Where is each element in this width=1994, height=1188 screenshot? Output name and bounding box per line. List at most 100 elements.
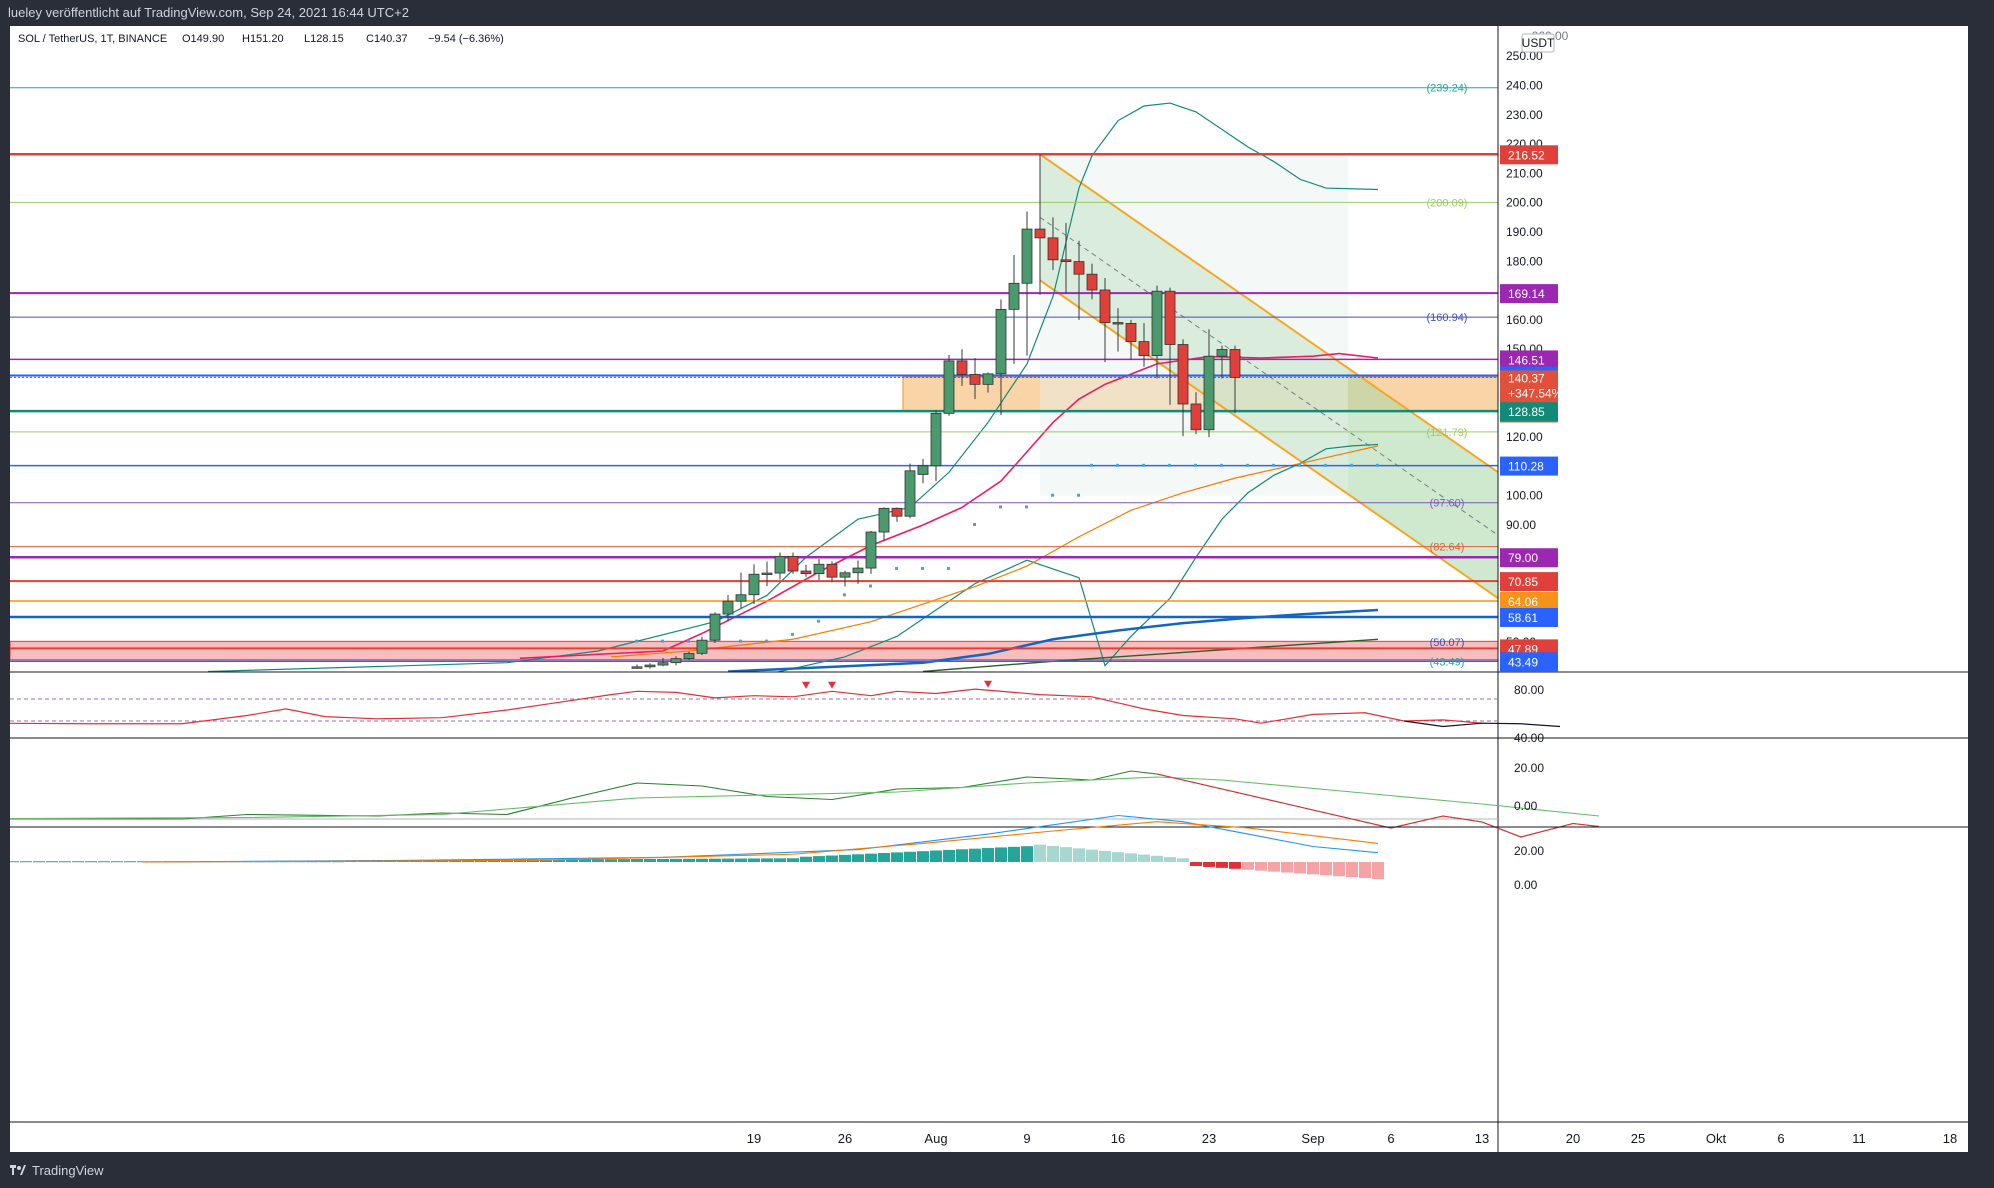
time-tick: 20 <box>1566 1131 1580 1146</box>
macd-bar <box>33 861 45 863</box>
macd-bar <box>540 859 552 862</box>
time-tick: 19 <box>747 1131 761 1146</box>
macd-bar <box>98 861 110 863</box>
legend-close: C140.37 <box>366 33 408 45</box>
macd-bar <box>1034 844 1046 862</box>
candle-body <box>891 507 903 517</box>
price-badge-value: 70.85 <box>1508 575 1538 589</box>
macd-bar <box>566 859 578 862</box>
legend-high: H151.20 <box>242 33 284 45</box>
candle-body <box>1034 228 1046 239</box>
candle-body <box>1203 355 1215 431</box>
macd-bar <box>111 861 123 863</box>
legend-low: L128.15 <box>304 33 344 45</box>
candle-body <box>1229 349 1241 378</box>
price-badge-value: 58.61 <box>1508 611 1538 625</box>
price-tick: 100.00 <box>1506 489 1543 503</box>
candle-body <box>982 373 994 385</box>
macd-bar <box>1242 862 1254 870</box>
candle-body <box>956 360 968 375</box>
stop-dot <box>1090 463 1093 467</box>
stop-dot <box>973 523 976 526</box>
price-tick: 230.00 <box>1506 108 1543 122</box>
rsi-line-recent <box>1403 720 1561 728</box>
stop-dot <box>1142 463 1145 467</box>
candle-body <box>904 470 916 517</box>
candle-body <box>1125 323 1137 342</box>
stop-dot <box>843 593 846 597</box>
macd-bar <box>761 858 773 862</box>
macd-bar <box>1333 862 1345 877</box>
macd-bar <box>891 852 903 862</box>
stop-dot <box>869 584 872 588</box>
range-fill <box>1040 154 1348 496</box>
macd-bar <box>1073 848 1085 862</box>
price-tick: 200.00 <box>1506 196 1543 210</box>
rsi-marker <box>802 681 810 689</box>
macd-bar <box>839 854 851 862</box>
macd-bar <box>722 858 734 862</box>
stop-dot <box>1246 463 1249 467</box>
candle-body <box>735 594 747 602</box>
stop-dot <box>661 639 664 643</box>
price-badge-value: 43.49 <box>1508 655 1538 669</box>
macd-bar <box>709 858 721 862</box>
price-tick: 240.00 <box>1506 79 1543 93</box>
candle-body <box>696 639 708 654</box>
macd-line <box>142 814 1379 863</box>
price-tick: 250.00 <box>1506 49 1543 63</box>
stop-dot <box>817 619 820 623</box>
price-badge-value: 128.85 <box>1508 405 1545 419</box>
price-badge-value: 110.28 <box>1508 460 1544 474</box>
macd-bar <box>904 851 916 862</box>
macd-bar <box>1372 862 1384 880</box>
candle-body <box>1047 237 1059 261</box>
red-zone <box>10 640 1498 661</box>
price-tick: 190.00 <box>1506 225 1543 239</box>
macd-bar <box>1047 845 1059 862</box>
rsi-line <box>0 688 1483 725</box>
osc-line-slow <box>0 776 1600 820</box>
ma-blue <box>727 608 1379 672</box>
stop-dot <box>1051 493 1054 497</box>
macd-bar <box>1125 853 1137 862</box>
macd-signal <box>142 821 1379 863</box>
stop-dot <box>1272 463 1275 467</box>
tradingview-logo[interactable]: TradingView <box>10 1163 104 1178</box>
stop-dot <box>1168 463 1171 467</box>
macd-bar <box>1138 854 1150 862</box>
macd-bar <box>592 859 604 862</box>
price-badge <box>1500 402 1558 422</box>
main-pane: (239.24) (200.09) (160.94) (121.79) (97.60) (… <box>10 83 1498 672</box>
chart-area[interactable]: (239.24) (200.09) (160.94) (121.79) (97.60) (… <box>0 26 1968 1152</box>
price-badge <box>1500 456 1558 476</box>
candle-body <box>852 567 864 574</box>
candle-body <box>657 662 669 666</box>
macd-bar <box>1346 862 1358 878</box>
macd-bar <box>46 861 58 863</box>
macd-bar <box>605 859 617 862</box>
stop-dot <box>1194 463 1197 467</box>
candle-body <box>943 360 955 414</box>
macd-bar <box>1294 862 1306 874</box>
price-badge <box>1500 548 1558 568</box>
macd-bar <box>930 850 942 862</box>
price-badge-value: 216.52 <box>1508 148 1545 162</box>
price-tick: 120.00 <box>1506 430 1543 444</box>
currency-box <box>1521 33 1555 53</box>
time-tick: Aug <box>924 1131 947 1146</box>
chart-svg[interactable]: (239.24) (200.09) (160.94) (121.79) (97.60) (… <box>0 26 1968 1152</box>
macd-bar <box>852 854 864 862</box>
macd-bar <box>917 851 929 862</box>
stop-dot <box>739 639 742 643</box>
tradingview-logo-icon <box>10 1164 26 1175</box>
price-badge <box>1500 607 1558 627</box>
fib-label: (239.24) <box>1427 83 1468 95</box>
candle-body <box>1190 403 1202 431</box>
candle-body <box>1138 341 1150 357</box>
macd-bar <box>618 859 630 862</box>
macd-bar <box>7 861 19 863</box>
candle-body <box>1021 228 1033 284</box>
candle-body <box>683 652 695 660</box>
